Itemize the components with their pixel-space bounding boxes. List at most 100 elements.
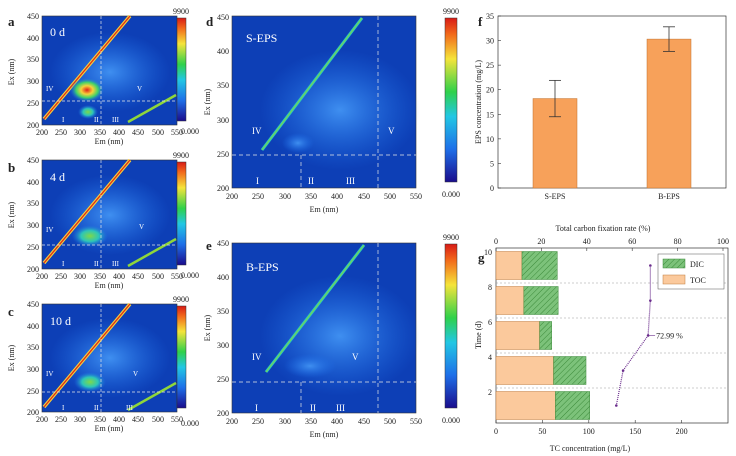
colorbar-e bbox=[444, 243, 458, 409]
tick-label: 200 bbox=[226, 192, 238, 201]
region-label: V bbox=[139, 223, 144, 231]
tick-label: 250 bbox=[217, 375, 229, 384]
colorbar-min: 0.000 bbox=[181, 127, 199, 136]
panel-d: d S-EPS I II III IV V 200 250 300 350 40… bbox=[203, 7, 460, 214]
region-label: I bbox=[62, 260, 65, 268]
colorbar-max: 9900 bbox=[173, 295, 189, 304]
tick-label: 400 bbox=[113, 128, 125, 137]
peak-a bbox=[70, 78, 104, 102]
panel-letter-a: a bbox=[8, 14, 15, 29]
toc-bar bbox=[495, 391, 556, 420]
tick-label: 250 bbox=[55, 272, 67, 281]
toc-bar bbox=[495, 251, 523, 280]
tick-label: 100 bbox=[583, 427, 595, 436]
panel-a: a 0 d I II III IV V 200 250 300 350 400 … bbox=[7, 7, 199, 146]
tick-label: 450 bbox=[132, 415, 144, 424]
tick-label: 60 bbox=[628, 237, 636, 246]
rate-point bbox=[646, 334, 650, 337]
region-label: III bbox=[346, 176, 355, 186]
panel-f: f 0 5 10 15 20 25 30 35 S-EPS B-EPS EPS concentr… bbox=[474, 12, 727, 201]
tick-label: 500 bbox=[152, 415, 164, 424]
tick-label: 20 bbox=[486, 86, 494, 95]
colorbar-c bbox=[176, 305, 187, 409]
y-ticks-f: 0 5 10 15 20 25 30 35 bbox=[486, 12, 501, 193]
panel-c: c 10 d I II III IV V 200 250 300 350 400… bbox=[7, 295, 199, 433]
x-axis-label-d: Em (nm) bbox=[310, 205, 339, 214]
tick-label: 25 bbox=[486, 61, 494, 70]
colorbar-min: 0.000 bbox=[442, 190, 460, 199]
x-axis-label-g: TC concentration (mg/L) bbox=[550, 444, 631, 453]
category-label: S-EPS bbox=[545, 192, 566, 201]
tick-label: 350 bbox=[94, 415, 106, 424]
tick-label: 450 bbox=[217, 239, 229, 248]
bar-b-eps bbox=[646, 38, 692, 189]
tick-label: 150 bbox=[629, 427, 641, 436]
tick-label: 200 bbox=[27, 265, 39, 274]
x-ticks-c: 200 250 300 350 400 450 500 550 bbox=[36, 415, 183, 424]
region-label: IV bbox=[252, 126, 262, 136]
tick-label: 350 bbox=[305, 192, 317, 201]
colorbar-min: 0.000 bbox=[181, 271, 199, 280]
rows-g: 10 8 6 4 2 bbox=[484, 248, 728, 420]
dic-bar bbox=[553, 356, 587, 385]
y-axis-label-c: Ex (nm) bbox=[7, 344, 16, 371]
region-label: II bbox=[94, 116, 99, 124]
tick-label: 350 bbox=[305, 417, 317, 426]
tick-label: 300 bbox=[27, 365, 39, 374]
rate-point bbox=[615, 404, 618, 407]
legend-label-toc: TOC bbox=[690, 276, 706, 285]
tick-label: 250 bbox=[252, 417, 264, 426]
time-label: 6 bbox=[488, 318, 492, 327]
toc-bar bbox=[495, 356, 554, 385]
tick-label: 300 bbox=[217, 341, 229, 350]
rate-point bbox=[649, 299, 652, 302]
tick-label: 300 bbox=[279, 192, 291, 201]
tick-label: 450 bbox=[358, 192, 370, 201]
region-label: IV bbox=[252, 352, 262, 362]
panel-g: g Total carbon fixation rate (%) 0 20 40 60… bbox=[474, 224, 729, 453]
x-axis-label-c: Em (nm) bbox=[95, 424, 124, 433]
region-label: II bbox=[94, 260, 99, 268]
region-label: I bbox=[255, 403, 258, 413]
region-label: IV bbox=[46, 370, 53, 378]
tick-label: 400 bbox=[217, 47, 229, 56]
tick-label: 550 bbox=[171, 272, 183, 281]
tick-label: 350 bbox=[217, 307, 229, 316]
colorbar-b bbox=[176, 161, 187, 266]
colorbar-max: 9900 bbox=[173, 7, 189, 16]
legend-swatch-dic bbox=[662, 258, 686, 269]
colorbar-max: 9900 bbox=[443, 233, 459, 242]
tick-label: 200 bbox=[217, 409, 229, 418]
tick-label: 200 bbox=[27, 121, 39, 130]
tick-label: 250 bbox=[27, 99, 39, 108]
panel-title-b: 4 d bbox=[50, 170, 65, 184]
rate-line-g bbox=[615, 264, 656, 407]
colorbar-max: 9900 bbox=[173, 151, 189, 160]
tick-label: 400 bbox=[27, 34, 39, 43]
tick-label: 500 bbox=[384, 192, 396, 201]
tick-label: 300 bbox=[74, 415, 86, 424]
tick-label: 300 bbox=[217, 116, 229, 125]
tick-label: 450 bbox=[27, 156, 39, 165]
tick-label: 100 bbox=[717, 237, 729, 246]
tick-label: 200 bbox=[36, 128, 48, 137]
y-axis-label-b: Ex (nm) bbox=[7, 201, 16, 228]
panel-letter-f: f bbox=[478, 14, 483, 29]
tick-label: 80 bbox=[674, 237, 682, 246]
tick-label: 5 bbox=[490, 159, 494, 168]
tick-label: 400 bbox=[331, 417, 343, 426]
category-label: B-EPS bbox=[658, 192, 680, 201]
toc-bar bbox=[495, 286, 525, 315]
toc-bar bbox=[495, 321, 540, 350]
second-order-line-a bbox=[127, 93, 177, 124]
dic-bar bbox=[521, 251, 558, 280]
tick-label: 450 bbox=[217, 13, 229, 22]
panel-title-a: 0 d bbox=[50, 25, 65, 39]
region-label: II bbox=[310, 403, 316, 413]
peak-c bbox=[74, 372, 106, 392]
tick-label: 250 bbox=[55, 415, 67, 424]
tick-label: 10 bbox=[486, 135, 494, 144]
rate-line bbox=[615, 265, 651, 406]
panel-letter-d: d bbox=[206, 14, 214, 29]
panel-letter-b: b bbox=[8, 160, 15, 175]
